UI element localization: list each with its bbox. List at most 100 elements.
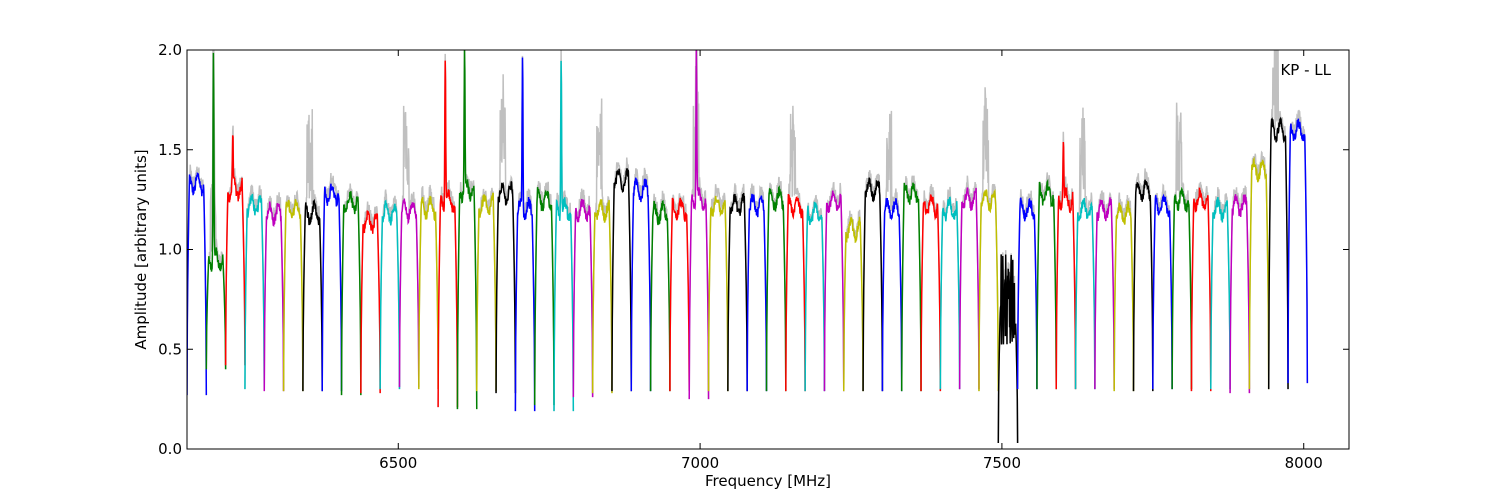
band-line: [688, 50, 710, 400]
raw-band-line: [1267, 50, 1289, 390]
raw-band-line: [881, 110, 903, 392]
band-line: [611, 168, 633, 392]
raw-band-line: [669, 193, 690, 392]
band-line: [187, 171, 208, 396]
raw-band-line: [495, 74, 517, 394]
band-line: [823, 190, 845, 392]
band-line: [340, 191, 362, 396]
raw-band-line: [958, 175, 980, 390]
band-line: [282, 199, 304, 392]
band-line: [1055, 142, 1077, 390]
band-line: [649, 199, 671, 392]
raw-band-line: [978, 87, 1000, 392]
band-line: [785, 193, 806, 392]
y-tick-label: 0.5: [158, 340, 182, 358]
band-line: [475, 192, 497, 392]
band-line: [263, 201, 285, 392]
band-line: [418, 195, 439, 390]
raw-band-line: [862, 170, 884, 392]
band-line: [765, 185, 787, 392]
band-line: [1152, 193, 1173, 390]
band-line: [244, 193, 266, 390]
y-axis-label: Amplitude [arbitrary units]: [132, 149, 150, 349]
y-tick-label: 2.0: [158, 41, 182, 59]
x-tick-label: 7000: [681, 454, 719, 472]
band-line: [958, 187, 980, 390]
raw-band-line: [553, 50, 575, 412]
band-line: [1094, 197, 1115, 390]
x-axis-label: Frequency [MHz]: [705, 472, 831, 490]
band-line: [1267, 116, 1289, 390]
raw-band-line: [398, 105, 420, 388]
band-line: [804, 201, 826, 392]
band-line: [939, 196, 961, 390]
band-line: [746, 193, 768, 392]
band-line: [456, 50, 478, 410]
band-line: [727, 192, 748, 392]
band-line: [900, 182, 922, 392]
band-line: [495, 181, 517, 394]
x-tick-label: 6500: [379, 454, 417, 472]
raw-band-line: [1074, 107, 1096, 390]
band-line: [1190, 187, 1212, 392]
band-line: [1074, 198, 1096, 390]
raw-band-line: [1016, 189, 1038, 390]
x-tick-label: 8000: [1285, 454, 1323, 472]
band-line: [978, 188, 1000, 392]
band-line: [1248, 156, 1270, 390]
band-line: [881, 198, 903, 392]
raw-band-line: [688, 50, 710, 400]
raw-band-line: [456, 50, 478, 410]
y-tick-label: 1.0: [158, 241, 182, 259]
raw-band-line: [205, 50, 227, 370]
band-line: [572, 198, 594, 398]
raw-band-line: [379, 189, 401, 390]
raw-band-line: [591, 98, 613, 394]
band-line: [379, 199, 401, 390]
band-line: [862, 177, 884, 392]
band-line: [321, 183, 343, 392]
raw-band-line: [1152, 183, 1173, 390]
band-line: [1229, 194, 1251, 394]
band-line: [302, 198, 323, 392]
panel-annotation: KP - LL: [1280, 61, 1331, 79]
band-line: [1132, 179, 1154, 392]
band-line: [533, 187, 555, 406]
band-line: [205, 52, 227, 370]
band-line: [224, 135, 246, 366]
raw-band-line: [785, 105, 806, 392]
band-line: [997, 254, 1019, 444]
band-line: [1287, 118, 1309, 384]
y-tick-label: 1.5: [158, 141, 182, 159]
band-series: [187, 50, 1309, 444]
raw-band-line: [224, 125, 246, 366]
band-line: [707, 195, 729, 392]
band-line: [514, 57, 536, 412]
band-line: [553, 60, 575, 412]
raw-band-line: [1171, 102, 1193, 390]
raw-band-line: [707, 184, 729, 392]
band-line: [1171, 186, 1193, 390]
band-line: [920, 194, 942, 392]
band-line: [1113, 200, 1135, 392]
raw-band-line: [1248, 150, 1270, 390]
axis-ticks: 6500 7000 7500 8000 0.0 0.5 1.0 1.5 2.0: [158, 41, 1349, 472]
band-line: [1210, 196, 1231, 390]
band-line: [1016, 197, 1038, 390]
raw-band-line: [263, 192, 285, 392]
band-line: [1036, 178, 1057, 390]
band-line: [437, 60, 459, 408]
raw-band-line: [1055, 131, 1077, 390]
x-tick-label: 7500: [983, 454, 1021, 472]
raw-band-line: [1229, 185, 1251, 394]
y-tick-label: 0.0: [158, 440, 182, 458]
band-line: [630, 177, 652, 392]
band-line: [669, 197, 690, 392]
raw-band-line: [437, 53, 459, 408]
band-line: [360, 210, 381, 394]
band-line: [398, 198, 420, 388]
raw-band-line: [302, 109, 323, 392]
band-line: [843, 216, 864, 392]
band-line: [591, 199, 613, 394]
